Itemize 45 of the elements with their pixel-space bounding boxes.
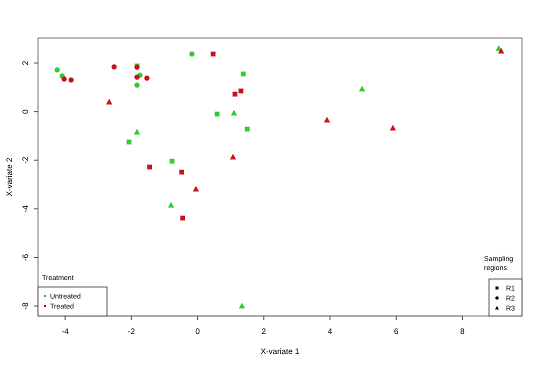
point [192, 186, 200, 192]
x-axis-title: X-variate 1 [260, 347, 300, 356]
point [112, 64, 117, 70]
y-tick-label: 2 [21, 60, 30, 66]
point [358, 86, 366, 92]
point [170, 158, 174, 164]
point [210, 52, 216, 56]
point [134, 82, 140, 88]
point [134, 74, 140, 80]
point [230, 154, 236, 160]
point [179, 170, 184, 175]
point [54, 67, 60, 72]
point [168, 202, 174, 208]
y-tick-label: -8 [21, 302, 30, 310]
point [62, 76, 67, 82]
x-tick-label: 0 [195, 327, 200, 336]
point [189, 51, 195, 57]
x-tick-label: -4 [62, 327, 70, 336]
x-tick-label: 4 [328, 327, 333, 336]
y-tick-label: -6 [21, 253, 30, 261]
point [240, 72, 246, 76]
point [238, 302, 246, 308]
x-tick-label: 2 [262, 327, 267, 336]
y-axis-title: X-variate 2 [5, 157, 14, 196]
point [498, 48, 504, 54]
point [134, 128, 140, 134]
y-tick-label: 0 [21, 108, 30, 114]
point [232, 92, 238, 97]
point [126, 140, 132, 144]
point [147, 164, 152, 170]
point [106, 98, 112, 105]
point [144, 75, 150, 81]
x-tick-label: 6 [394, 327, 399, 336]
point [244, 126, 250, 132]
point [230, 110, 238, 116]
x-tick-label: 8 [460, 327, 466, 336]
point [180, 216, 186, 220]
x-tick-label: -2 [128, 327, 136, 336]
point [214, 112, 220, 116]
y-tick-label: -2 [21, 156, 30, 164]
y-tick-label: -4 [21, 204, 30, 212]
point [68, 77, 74, 83]
point [390, 124, 396, 131]
point [324, 116, 330, 123]
point [238, 88, 244, 94]
